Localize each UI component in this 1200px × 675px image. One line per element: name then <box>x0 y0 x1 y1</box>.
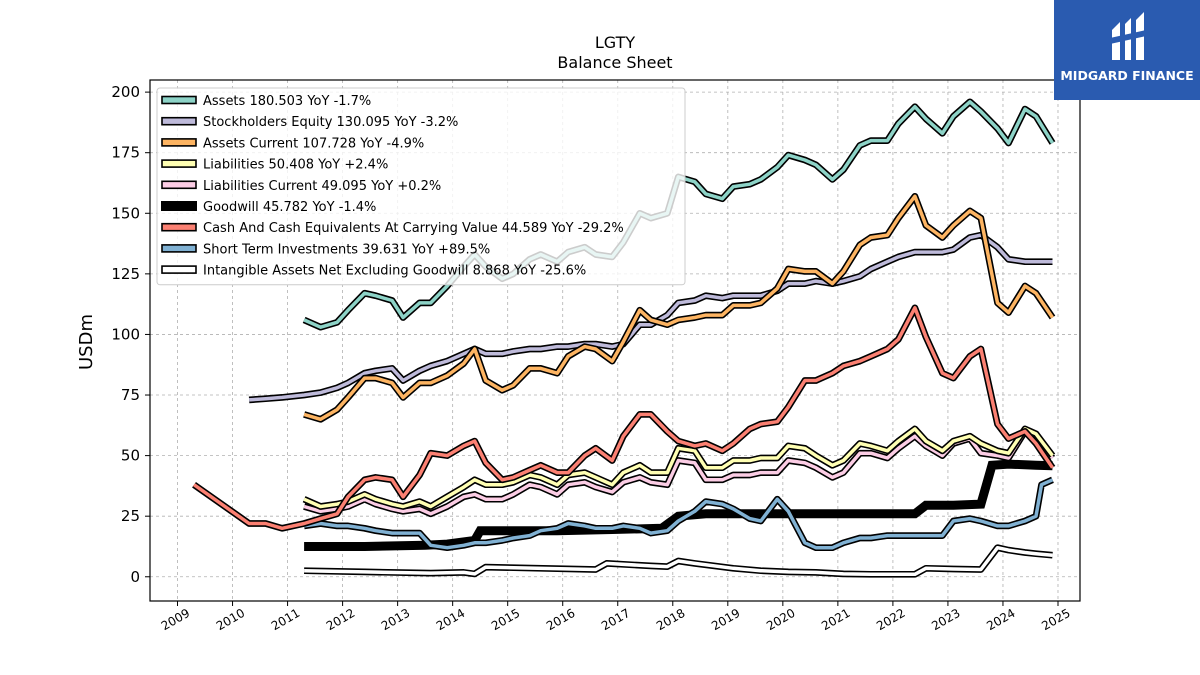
x-tick-label: 2011 <box>269 606 302 633</box>
legend-label: Stockholders Equity 130.095 YoY -3.2% <box>203 115 458 130</box>
y-axis-label: USDm <box>76 314 97 370</box>
legend-item: Short Term Investments 39.631 YoY +89.5% <box>161 242 490 257</box>
legend-swatch <box>161 159 197 168</box>
series-liabilities-current <box>303 428 1056 518</box>
legend-swatch <box>161 138 197 147</box>
series-line <box>303 427 1054 509</box>
chart-subtitle: Balance Sheet <box>557 53 672 72</box>
legend-label: Cash And Cash Equivalents At Carrying Va… <box>203 221 624 236</box>
legend-box <box>156 87 686 286</box>
y-tick-label: 200 <box>111 83 140 101</box>
y-tick-label: 175 <box>111 144 140 162</box>
legend-label: Liabilities 50.408 YoY +2.4% <box>203 158 388 173</box>
x-tick-label: 2016 <box>544 606 577 633</box>
legend-label: Goodwill 45.782 YoY -1.4% <box>203 200 376 215</box>
y-tick-label: 25 <box>121 507 140 525</box>
legend-swatch <box>161 116 197 126</box>
series-intangible-assets-net-excluding-goodwill <box>304 544 1053 578</box>
x-tick-label: 2015 <box>489 606 522 633</box>
legend-item: Assets Current 107.728 YoY -4.9% <box>161 136 424 151</box>
legend: Assets 180.503 YoY -1.7% Stockholders Equ… <box>156 87 686 286</box>
x-tick-label: 2021 <box>819 606 852 633</box>
series-goodwill <box>304 459 1053 551</box>
legend-label: Assets Current 107.728 YoY -4.9% <box>203 136 424 151</box>
legend-swatch <box>161 201 197 211</box>
legend-swatch <box>161 244 197 253</box>
x-tick-label: 2020 <box>764 606 797 633</box>
series-cash-and-cash-equivalents-at-carrying-value <box>192 304 1056 532</box>
y-tick-label: 150 <box>111 204 140 222</box>
legend-item: Assets 180.503 YoY -1.7% <box>161 94 371 109</box>
x-tick-label: 2023 <box>929 606 962 633</box>
series-line <box>304 545 1053 577</box>
x-tick-label: 2024 <box>984 606 1017 633</box>
legend-item: Liabilities Current 49.095 YoY +0.2% <box>161 179 441 194</box>
legend-item: Cash And Cash Equivalents At Carrying Va… <box>161 221 624 236</box>
x-tick-label: 2017 <box>599 606 632 633</box>
legend-swatch <box>161 222 197 232</box>
y-tick-label: 100 <box>111 325 140 343</box>
x-tick-label: 2025 <box>1039 606 1072 633</box>
series-line <box>192 306 1054 531</box>
x-tick-label: 2014 <box>434 606 467 633</box>
x-tick-label: 2010 <box>214 606 247 633</box>
legend-item: Goodwill 45.782 YoY -1.4% <box>161 200 376 215</box>
legend-label: Assets 180.503 YoY -1.7% <box>203 94 371 109</box>
legend-label: Short Term Investments 39.631 YoY +89.5% <box>203 242 490 257</box>
legend-swatch <box>161 180 197 190</box>
x-tick-label: 2022 <box>874 606 907 633</box>
legend-swatch <box>161 95 197 105</box>
y-tick-label: 0 <box>130 568 140 586</box>
logo-mark-icon <box>1110 12 1146 60</box>
legend-item: Stockholders Equity 130.095 YoY -3.2% <box>161 115 458 130</box>
series-line <box>303 478 1054 550</box>
series-line <box>303 429 1054 516</box>
legend-item: Liabilities 50.408 YoY +2.4% <box>161 158 388 173</box>
series-line <box>304 459 1053 551</box>
series-short-term-investments <box>303 476 1054 552</box>
y-tick-label: 50 <box>121 447 140 465</box>
series-line <box>303 194 1054 422</box>
plot-frame <box>149 79 1081 602</box>
series-assets-current <box>303 192 1056 423</box>
x-tick-label: 2018 <box>654 606 687 633</box>
logo-name: MIDGARD FINANCE <box>1060 68 1194 83</box>
series-liabilities <box>302 425 1056 510</box>
legend-label: Liabilities Current 49.095 YoY +0.2% <box>203 179 441 194</box>
legend-label: Intangible Assets Net Excluding Goodwill… <box>203 264 586 279</box>
x-tick-label: 2009 <box>159 606 192 633</box>
x-tick-label: 2012 <box>324 606 357 633</box>
y-tick-label: 75 <box>121 386 140 404</box>
x-tick-label: 2013 <box>379 606 412 633</box>
y-tick-label: 125 <box>111 265 140 283</box>
legend-item: Intangible Assets Net Excluding Goodwill… <box>161 264 586 279</box>
x-tick-label: 2019 <box>709 606 742 633</box>
chart-title: LGTY <box>595 33 636 52</box>
legend-swatch <box>161 265 197 274</box>
series-layer <box>192 98 1056 578</box>
midgard-finance-logo: MIDGARD FINANCE <box>1054 0 1200 100</box>
